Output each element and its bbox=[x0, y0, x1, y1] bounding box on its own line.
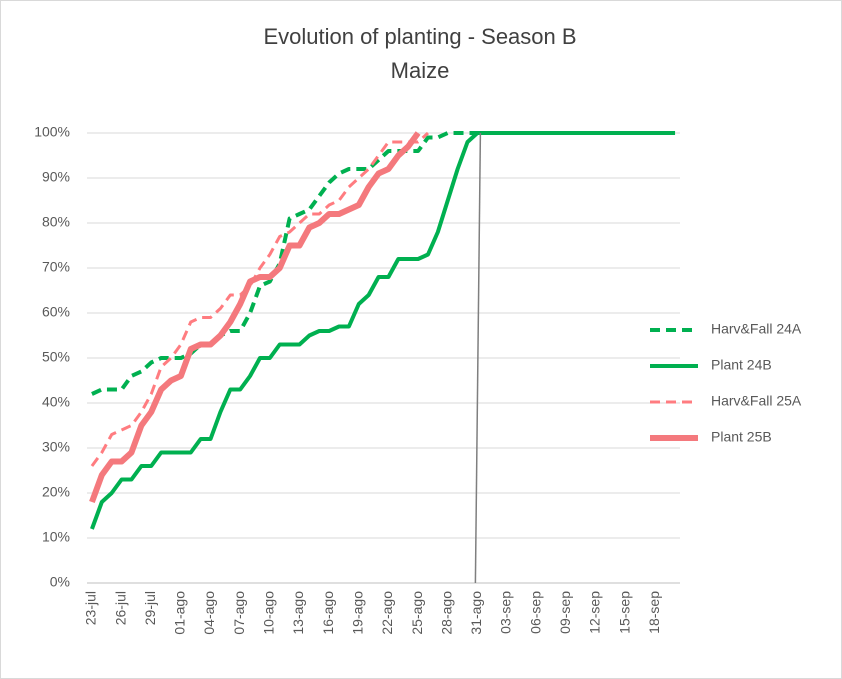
y-tick-label: 40% bbox=[42, 394, 70, 410]
y-tick-label: 50% bbox=[42, 349, 70, 365]
legend-label: Plant 24B bbox=[711, 357, 772, 373]
x-tick-label: 29-jul bbox=[142, 591, 158, 625]
series-line bbox=[91, 131, 478, 396]
x-tick-label: 22-ago bbox=[379, 591, 395, 635]
y-tick-label: 80% bbox=[42, 214, 70, 230]
x-tick-label: 25-ago bbox=[409, 591, 425, 635]
legend-label: Harv&Fall 25A bbox=[711, 393, 802, 409]
series-line bbox=[90, 131, 676, 530]
x-tick-label: 16-ago bbox=[320, 591, 336, 635]
y-tick-label: 20% bbox=[42, 484, 70, 500]
x-tick-label: 01-ago bbox=[172, 591, 188, 635]
x-tick-label: 04-ago bbox=[201, 591, 217, 635]
x-tick-label: 15-sep bbox=[616, 591, 632, 634]
x-tick-label: 12-sep bbox=[587, 591, 603, 634]
y-tick-label: 70% bbox=[42, 259, 70, 275]
x-tick-label: 23-jul bbox=[83, 591, 99, 625]
legend-label: Plant 25B bbox=[711, 429, 772, 445]
x-tick-label: 26-jul bbox=[112, 591, 128, 625]
x-tick-label: 06-sep bbox=[527, 591, 543, 634]
y-tick-label: 100% bbox=[34, 124, 70, 140]
x-tick-label: 28-ago bbox=[438, 591, 454, 635]
y-tick-label: 60% bbox=[42, 304, 70, 320]
x-tick-label: 07-ago bbox=[231, 591, 247, 635]
x-tick-label: 31-ago bbox=[468, 591, 484, 635]
x-tick-label: 19-ago bbox=[349, 591, 365, 635]
series-line bbox=[90, 131, 429, 467]
x-tick-label: 18-sep bbox=[646, 591, 662, 634]
y-tick-label: 90% bbox=[42, 169, 70, 185]
y-tick-label: 0% bbox=[50, 574, 70, 590]
x-tick-label: 09-sep bbox=[557, 591, 573, 634]
y-tick-label: 30% bbox=[42, 439, 70, 455]
x-tick-label: 10-ago bbox=[261, 591, 277, 635]
legend-label: Harv&Fall 24A bbox=[711, 321, 802, 337]
y-tick-label: 10% bbox=[42, 529, 70, 545]
x-tick-label: 03-sep bbox=[498, 591, 514, 634]
reference-line bbox=[474, 132, 482, 584]
chart-subtitle: Maize bbox=[391, 58, 450, 83]
chart-title: Evolution of planting - Season B bbox=[263, 24, 576, 49]
series-line bbox=[89, 131, 421, 504]
x-tick-label: 13-ago bbox=[290, 591, 306, 635]
